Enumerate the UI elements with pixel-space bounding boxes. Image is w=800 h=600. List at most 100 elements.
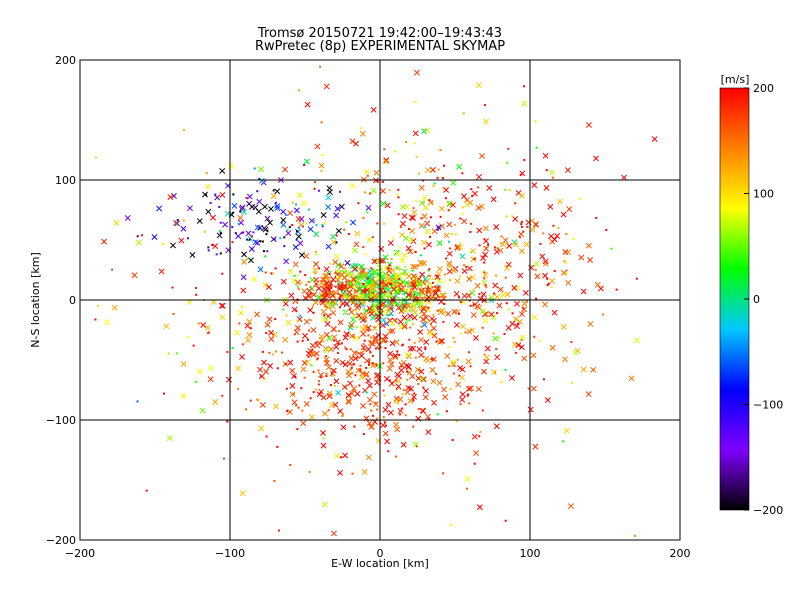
data-point-dot xyxy=(347,233,350,236)
data-point-dot xyxy=(371,236,374,239)
data-point-cross xyxy=(330,309,337,316)
data-point-dot xyxy=(427,320,430,323)
data-point-cross xyxy=(255,208,262,215)
colorbar-tick-label: 0 xyxy=(753,293,760,306)
data-point-cross xyxy=(372,401,379,408)
data-point-dot xyxy=(408,309,411,312)
data-point-dot xyxy=(372,355,375,358)
data-point-cross xyxy=(407,280,414,287)
data-point-cross xyxy=(342,452,349,459)
data-point-cross xyxy=(492,335,499,342)
data-point-dot xyxy=(340,302,343,305)
data-point-dot xyxy=(295,238,298,241)
data-point-dot xyxy=(396,193,399,196)
data-point-dot xyxy=(420,306,423,309)
data-point-dot xyxy=(416,301,419,304)
data-point-cross xyxy=(331,334,338,341)
data-point-dot xyxy=(403,317,406,320)
data-point-cross xyxy=(367,340,374,347)
data-point-cross xyxy=(446,200,453,207)
data-point-dot xyxy=(523,85,526,88)
data-point-dot xyxy=(162,392,165,395)
data-point-dot xyxy=(550,286,553,289)
data-point-cross xyxy=(431,332,438,339)
data-point-cross xyxy=(219,302,226,309)
data-point-dot xyxy=(481,326,484,329)
data-point-cross xyxy=(464,201,471,208)
data-point-dot xyxy=(314,388,317,391)
data-point-cross xyxy=(383,158,390,165)
data-point-dot xyxy=(308,470,311,473)
data-point-dot xyxy=(329,383,332,386)
data-point-dot xyxy=(454,223,457,226)
data-point-dot xyxy=(305,222,308,225)
data-point-cross xyxy=(476,173,482,180)
data-point-cross xyxy=(518,344,525,351)
data-point-dot xyxy=(231,211,234,214)
data-point-dot xyxy=(211,244,214,247)
data-point-cross xyxy=(258,425,265,432)
data-point-cross xyxy=(258,177,265,184)
data-point-cross xyxy=(261,359,267,366)
data-point-cross xyxy=(476,227,483,234)
data-point-cross xyxy=(352,265,359,272)
data-point-dot xyxy=(507,147,510,150)
data-point-dot xyxy=(415,155,418,158)
data-point-cross xyxy=(371,269,378,276)
data-point-dot xyxy=(350,366,353,369)
data-point-cross xyxy=(207,376,214,383)
data-point-dot xyxy=(296,320,299,323)
data-point-cross xyxy=(379,337,386,344)
data-point-cross xyxy=(371,391,378,398)
data-point-dot xyxy=(371,305,374,308)
data-point-cross xyxy=(470,312,477,318)
data-point-dot xyxy=(429,275,432,278)
data-point-dot xyxy=(345,348,348,351)
data-point-cross xyxy=(518,231,525,238)
data-point-cross xyxy=(373,372,380,379)
data-point-cross xyxy=(294,324,301,331)
data-point-dot xyxy=(401,343,404,346)
data-point-dot xyxy=(439,149,442,152)
data-point-dot xyxy=(506,161,509,164)
data-point-cross xyxy=(384,287,391,294)
data-point-dot xyxy=(226,420,229,423)
data-point-cross xyxy=(488,311,495,318)
data-point-cross xyxy=(360,402,367,409)
data-point-dot xyxy=(377,347,380,350)
data-point-dot xyxy=(432,313,435,316)
data-point-dot xyxy=(94,156,97,159)
data-point-cross xyxy=(351,350,358,357)
data-point-cross xyxy=(333,357,340,364)
data-point-cross xyxy=(216,232,223,239)
data-point-cross xyxy=(478,203,485,210)
data-point-dot xyxy=(270,272,273,275)
data-point-dot xyxy=(449,387,452,390)
data-point-dot xyxy=(426,285,429,288)
data-point-dot xyxy=(367,334,370,337)
data-point-cross xyxy=(461,268,468,275)
data-point-dot xyxy=(338,272,341,275)
data-point-cross xyxy=(323,356,330,363)
data-point-dot xyxy=(535,297,538,300)
data-point-cross xyxy=(384,202,391,209)
data-point-dot xyxy=(369,192,372,195)
data-point-dot xyxy=(373,310,376,313)
data-point-dot xyxy=(253,167,256,170)
data-point-dot xyxy=(411,269,414,272)
data-point-cross xyxy=(434,285,441,292)
data-point-cross xyxy=(379,188,386,194)
data-point-cross xyxy=(418,352,425,358)
data-point-dot xyxy=(411,286,414,289)
data-point-cross xyxy=(493,423,500,430)
data-point-cross xyxy=(401,252,408,259)
data-point-cross xyxy=(289,367,296,374)
data-point-dot xyxy=(534,268,537,271)
data-point-cross xyxy=(349,138,356,145)
data-point-dot xyxy=(297,406,300,409)
data-point-cross xyxy=(359,325,366,332)
data-point-dot xyxy=(437,168,440,171)
data-point-cross xyxy=(420,376,427,383)
data-point-dot xyxy=(420,325,423,328)
data-point-dot xyxy=(207,246,210,249)
